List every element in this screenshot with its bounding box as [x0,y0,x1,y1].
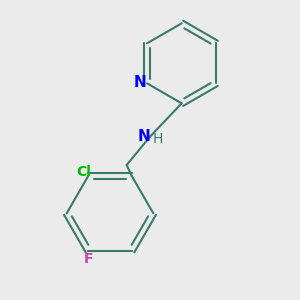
Text: H: H [152,132,163,146]
Text: F: F [84,252,93,266]
Text: N: N [133,75,146,90]
Text: N: N [138,129,150,144]
Text: Cl: Cl [76,165,91,179]
